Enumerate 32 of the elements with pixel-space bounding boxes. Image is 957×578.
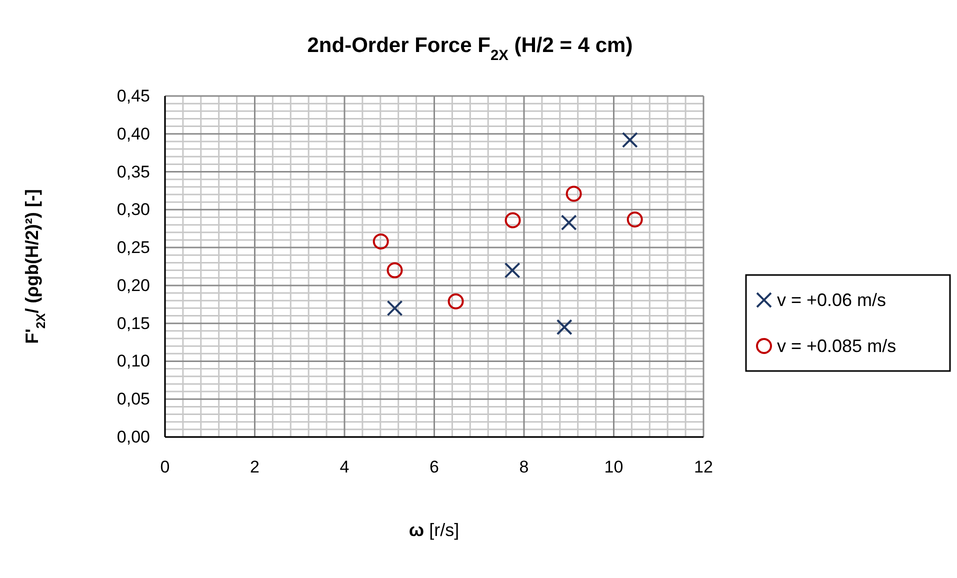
point bbox=[560, 214, 577, 231]
x-tick-label: 6 bbox=[430, 458, 439, 476]
point bbox=[504, 212, 521, 228]
x-tick-label: 10 bbox=[604, 458, 624, 476]
point bbox=[448, 293, 464, 310]
point bbox=[556, 319, 572, 336]
x-tick-label: 8 bbox=[519, 458, 529, 476]
chart-title: 2nd-Order Force F$_{2X}$ (H/2 = 4 cm) bbox=[307, 34, 633, 64]
y-tick-label: 0,40 bbox=[116, 124, 150, 144]
y-tick-label: 0,05 bbox=[116, 390, 150, 409]
y-tick-label: 0,00 bbox=[116, 428, 150, 446]
y-tick-label: 0,35 bbox=[116, 162, 150, 182]
x-axis-title: ω [r/s] bbox=[408, 520, 460, 540]
y-tick-label: 0,30 bbox=[116, 200, 150, 220]
legend-label: v = +0.085 m/s bbox=[777, 336, 896, 356]
x-tick-label: 12 bbox=[694, 458, 713, 476]
x-tick-label: 2 bbox=[250, 458, 260, 476]
y-tick-label: 0,45 bbox=[116, 86, 150, 106]
y-tick-label: 0,15 bbox=[116, 314, 150, 333]
y-tick-label: 0,20 bbox=[116, 276, 150, 295]
legend-label: v = +0.06 m/s bbox=[777, 290, 886, 310]
point bbox=[566, 186, 582, 202]
point bbox=[504, 262, 520, 278]
x-tick-label: 4 bbox=[340, 458, 350, 476]
point bbox=[626, 212, 643, 228]
point bbox=[386, 300, 403, 316]
y-tick-label: 0,10 bbox=[116, 352, 150, 371]
x-tick-label: 0 bbox=[160, 458, 170, 476]
point bbox=[622, 132, 638, 148]
point bbox=[386, 262, 403, 278]
point bbox=[372, 233, 389, 250]
y-tick-label: 0,25 bbox=[116, 238, 150, 258]
